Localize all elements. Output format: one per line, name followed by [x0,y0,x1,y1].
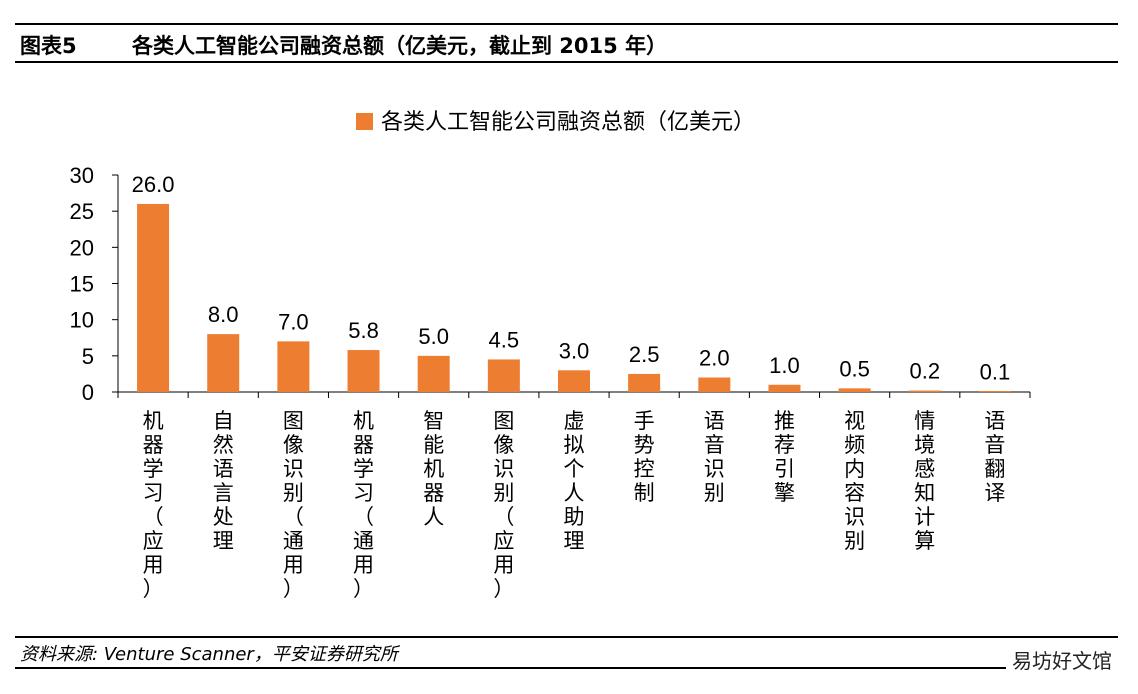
bottom-rule [15,636,1118,638]
bar [417,355,450,392]
bar-chart: 各类人工智能公司融资总额（亿美元） 0 5 10 15 20 25 30 26.0 机器学习（应用… [70,110,1031,601]
data-label: 1.0 [769,353,800,378]
x-category-label: 虚拟个人助理 [564,409,585,553]
figure-header: 图表5 各类人工智能公司融资总额（亿美元，截止到 2015 年） [20,28,667,62]
bar [908,390,941,392]
data-label: 2.0 [699,346,730,371]
top-rule [15,23,1118,25]
watermark: 易坊好文馆 [1006,645,1118,674]
x-category-label: 语音识别 [704,409,725,505]
x-category-label: 手势控制 [634,409,655,505]
bar [487,359,520,392]
legend-swatch [356,113,373,130]
bar [978,391,1011,392]
bar [137,203,170,392]
y-tick-label: 5 [82,344,94,369]
bar [347,350,380,392]
figure-title: 各类人工智能公司融资总额（亿美元，截止到 2015 年） [132,34,668,58]
bar [698,377,731,392]
x-category-label: 语音翻译 [984,409,1005,505]
x-category-label: 自然语言处理 [213,409,234,553]
x-category-label: 图像识别（通用） [283,409,304,601]
x-category-label: 情境感知计算 [914,409,935,553]
bar [838,388,871,392]
data-label: 0.2 [909,359,940,384]
data-label: 0.1 [980,359,1011,384]
footer-rule [15,667,1118,669]
x-category-label: 智能机器人 [423,409,444,529]
legend-label: 各类人工智能公司融资总额（亿美元） [381,110,755,135]
data-label: 3.0 [559,338,590,363]
x-category-label: 机器学习（应用） [143,409,164,601]
x-category-label: 机器学习（通用） [353,409,374,601]
bar [628,373,661,392]
bar [558,370,590,392]
data-label: 2.5 [629,342,660,367]
data-label: 26.0 [132,172,175,197]
y-tick-label: 10 [70,308,94,333]
x-category-label: 视频内容识别 [844,409,865,553]
data-label: 8.0 [208,302,239,327]
x-category-label: 推荐引擎 [774,409,795,505]
data-label: 4.5 [489,327,520,352]
bar [207,334,240,392]
y-tick-label: 0 [82,380,94,405]
x-category-label: 图像识别（应用） [493,409,514,601]
y-tick-label: 25 [70,199,94,224]
chart-area: 各类人工智能公司融资总额（亿美元） 0 5 10 15 20 25 30 26.0 机器学习（应用… [0,70,1138,630]
source-note: 资料来源: Venture Scanner，平安证券研究所 [20,644,398,665]
figure-number: 图表5 [20,34,77,58]
data-label: 5.0 [418,324,449,349]
data-label: 5.8 [348,318,379,343]
header-rule [15,61,1118,63]
bar [277,341,310,392]
y-tick-label: 20 [70,235,94,260]
bar [768,384,801,392]
data-label: 0.5 [839,356,870,381]
y-tick-label: 30 [70,163,94,188]
y-tick-label: 15 [70,272,94,297]
data-label: 7.0 [278,309,309,334]
